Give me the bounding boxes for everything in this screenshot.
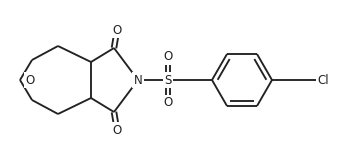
Text: Cl: Cl [317, 73, 329, 86]
Text: O: O [163, 97, 173, 109]
Text: O: O [112, 124, 122, 137]
Text: N: N [134, 73, 142, 86]
Text: O: O [163, 51, 173, 64]
Text: S: S [164, 73, 172, 86]
Text: O: O [112, 24, 122, 36]
Text: O: O [25, 73, 35, 86]
